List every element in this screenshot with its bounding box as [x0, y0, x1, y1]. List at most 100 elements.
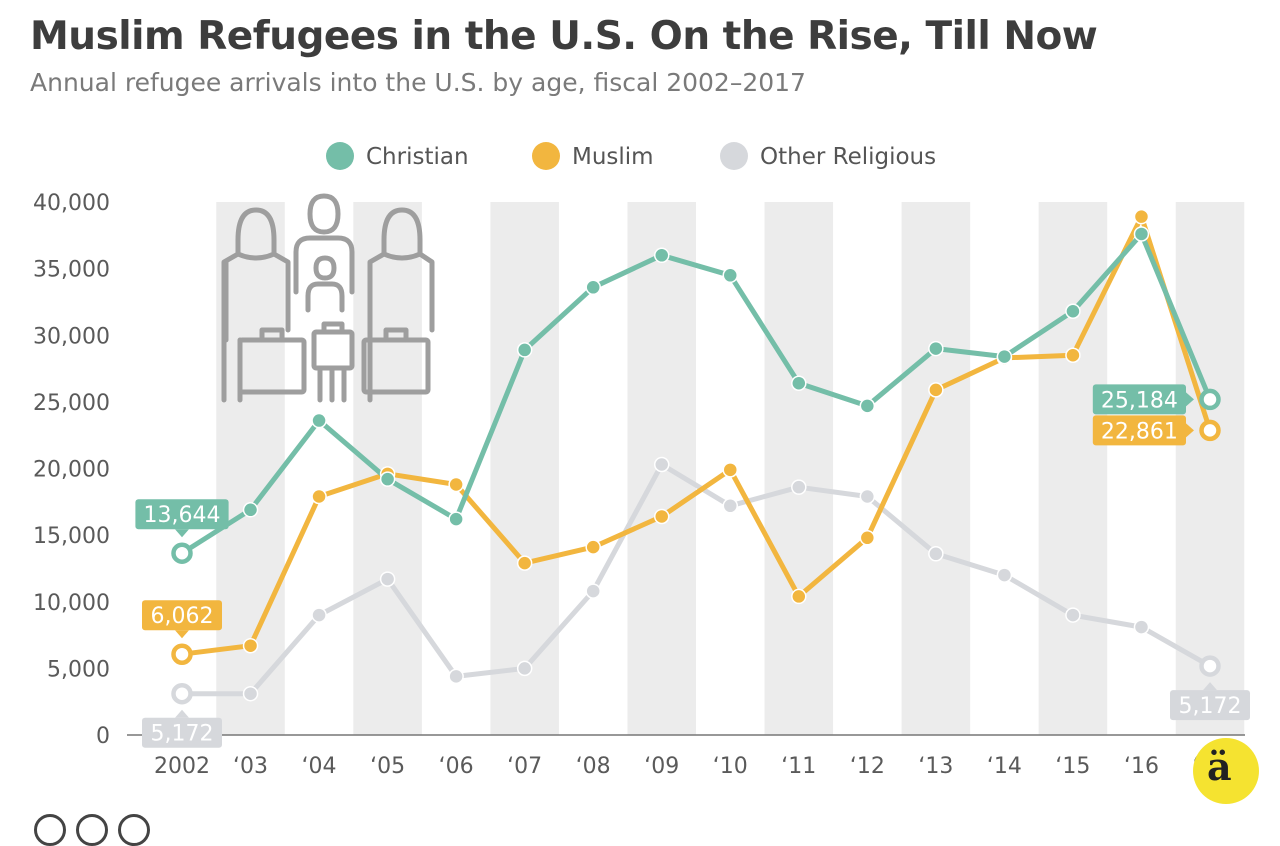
data-label: 22,861 — [1101, 419, 1178, 444]
series-point — [585, 583, 601, 599]
year-band — [490, 202, 559, 735]
data-label-pointer — [175, 709, 189, 718]
data-label: 13,644 — [144, 503, 221, 528]
series-point — [311, 488, 327, 505]
data-label: 5,172 — [151, 722, 214, 747]
y-tick-label: 5,000 — [47, 657, 110, 682]
x-tick-label: ‘04 — [302, 754, 337, 779]
legend-marker — [532, 142, 560, 170]
alternating-year-bands — [216, 202, 1245, 735]
y-tick-label: 25,000 — [33, 391, 110, 416]
data-labels: 13,644 25,184 6,062 22,861 5,172 5,172 — [135, 384, 1250, 748]
series-point — [1133, 619, 1150, 635]
brand-logo-icon: ä — [1193, 738, 1259, 804]
series-point — [242, 637, 259, 654]
series-point — [722, 498, 739, 514]
x-tick-label: ‘16 — [1124, 754, 1159, 779]
x-tick-label: ‘12 — [850, 754, 885, 779]
series-endpoint — [1199, 655, 1221, 677]
data-label-pointer — [1186, 392, 1194, 407]
series-point — [379, 571, 396, 587]
legend-marker — [326, 142, 354, 170]
series-point — [585, 539, 601, 555]
series-point — [928, 546, 944, 562]
legend-item-label: Other Religious — [760, 144, 936, 170]
chart-subtitle: Annual refugee arrivals into the U.S. by… — [30, 68, 806, 97]
series-endpoint — [171, 682, 193, 705]
x-tick-label: ‘14 — [987, 754, 1022, 779]
year-band — [1038, 202, 1108, 735]
data-label: 6,062 — [151, 604, 214, 629]
series-point — [516, 660, 533, 677]
share-icon[interactable] — [34, 814, 66, 846]
x-tick-label: ‘08 — [576, 754, 611, 779]
series-point — [653, 456, 670, 473]
x-tick-label: ‘09 — [644, 754, 679, 779]
data-label: 5,172 — [1179, 694, 1242, 719]
series-point — [379, 471, 396, 487]
x-tick-label: ‘13 — [918, 754, 953, 779]
legend: Christian Muslim Other Religious — [326, 142, 936, 170]
x-tick-label: ‘05 — [370, 754, 405, 779]
data-label-box — [1170, 690, 1250, 721]
series-point — [1065, 303, 1081, 320]
data-label-pointer — [1186, 423, 1194, 438]
series-point — [448, 476, 464, 493]
legend-item-label: Christian — [366, 144, 469, 170]
series-point — [859, 398, 876, 414]
series-line — [179, 462, 1213, 697]
share-icon[interactable] — [76, 814, 108, 846]
series-point — [311, 607, 327, 623]
series-point — [448, 511, 464, 527]
x-tick-label: ‘11 — [781, 754, 816, 779]
series-lines — [179, 214, 1213, 697]
data-label-box — [135, 499, 229, 530]
series-point — [1065, 347, 1081, 363]
chart-title: Muslim Refugees in the U.S. On the Rise,… — [30, 14, 1098, 59]
year-band — [764, 202, 834, 735]
x-tick-label: ‘15 — [1055, 754, 1090, 779]
year-band — [901, 202, 971, 735]
legend-marker — [720, 142, 748, 170]
series-points — [171, 208, 1221, 705]
x-tick-label: 2002 — [154, 754, 210, 779]
series-line — [179, 231, 1213, 556]
line-chart: 0 5,000 10,000 15,000 20,000 25,000 30,000 35,0… — [33, 142, 1250, 779]
legend-item-label: Muslim — [572, 144, 654, 170]
series-line — [179, 214, 1213, 657]
data-label-box — [1092, 415, 1186, 446]
data-label-pointer — [175, 630, 189, 639]
series-point — [448, 668, 464, 685]
series-point — [996, 348, 1013, 365]
series-point — [928, 382, 944, 398]
logo-mark: ä — [1207, 744, 1232, 789]
x-tick-label: ‘03 — [233, 754, 268, 779]
series-point — [242, 502, 259, 518]
series-point — [791, 375, 807, 391]
series-point — [516, 555, 533, 571]
data-label-box — [1092, 384, 1186, 415]
y-tick-label: 30,000 — [33, 324, 110, 349]
y-tick-label: 15,000 — [33, 524, 110, 549]
y-tick-label: 20,000 — [33, 458, 110, 483]
y-tick-label: 0 — [96, 724, 110, 749]
refugee-family-with-suitcases-icon — [221, 193, 435, 403]
series-endpoint — [171, 542, 193, 564]
series-point — [791, 479, 807, 495]
series-endpoint — [1199, 419, 1221, 442]
series-point — [791, 588, 807, 605]
data-label-box — [142, 600, 222, 631]
x-tick-label: ‘10 — [713, 754, 748, 779]
series-point — [242, 685, 259, 702]
y-tick-label: 35,000 — [33, 258, 110, 283]
data-label-box — [142, 717, 222, 748]
x-tick-label: ‘06 — [439, 754, 474, 779]
y-tick-label: 10,000 — [33, 591, 110, 616]
year-band — [1175, 202, 1245, 735]
share-icon[interactable] — [118, 814, 150, 846]
series-point — [996, 567, 1013, 583]
x-axis-ticks: 2002 ‘03 ‘04 ‘05 ‘06 ‘07 ‘08 ‘09 ‘10 ‘11 ‘12 ‘13 ‘14… — [154, 754, 1228, 779]
series-point — [516, 342, 533, 358]
series-point — [585, 279, 601, 296]
y-tick-label: 40,000 — [33, 191, 110, 216]
